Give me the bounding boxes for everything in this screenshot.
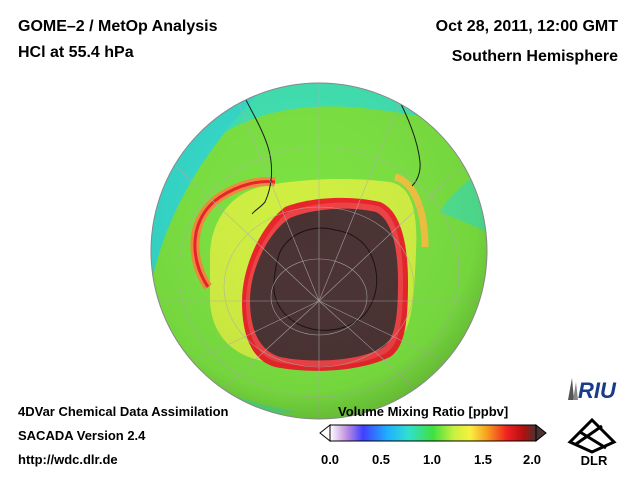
map-subtitle: HCl at 55.4 hPa [18,44,134,61]
colorbar-scale [329,424,537,442]
map-hemisphere: Southern Hemisphere [451,48,618,65]
riu-logo-mark [568,378,574,400]
map-datetime: Oct 28, 2011, 12:00 GMT [435,18,618,35]
riu-logo-text: RIU [578,378,617,403]
footer-version: SACADA Version 2.4 [18,428,146,443]
colorbar-tick: 1.0 [422,452,442,467]
riu-logo: RIU [568,378,617,403]
dlr-logo-text: DLR [581,453,608,468]
globe-map [150,82,488,420]
colorbar [319,423,547,443]
footer-method: 4DVar Chemical Data Assimilation [18,404,229,419]
footer-url: http://wdc.dlr.de [18,452,118,467]
globe-rim [150,82,488,420]
dlr-logo: DLR [567,417,617,468]
dlr-logo-mark [567,417,617,454]
colorbar-tick: 0.0 [320,452,340,467]
colorbar-tick: 2.0 [522,452,542,467]
colorbar-max-arrow [535,423,547,443]
map-title: GOME–2 / MetOp Analysis [18,18,218,35]
colorbar-min-arrow [319,423,331,443]
colorbar-tick: 0.5 [371,452,391,467]
colorbar-tick: 1.5 [473,452,493,467]
colorbar-title: Volume Mixing Ratio [ppbv] [338,404,509,419]
